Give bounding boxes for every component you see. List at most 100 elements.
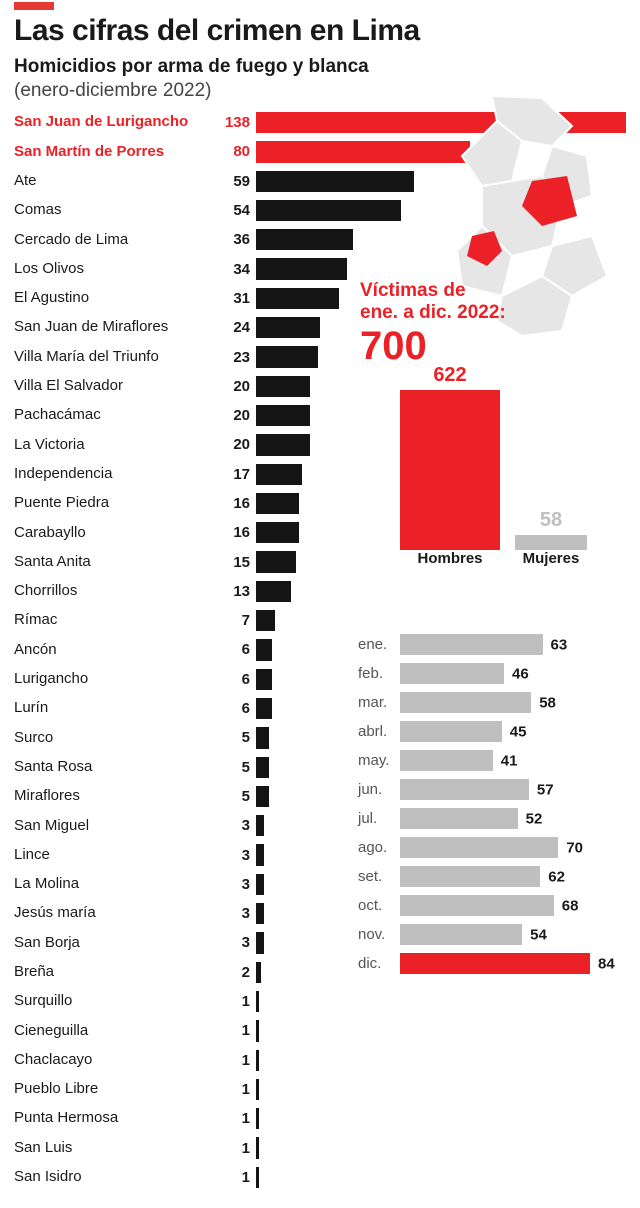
month-value: 45 [510,723,527,740]
month-label: feb. [358,665,400,682]
district-bar [256,1167,259,1188]
district-value: 16 [220,495,256,512]
district-row: Punta Hermosa1 [14,1104,624,1133]
month-value: 58 [539,694,556,711]
district-bar [256,1020,259,1041]
month-bar-area: 58 [400,688,626,717]
gender-bar-chart: 62258 HombresMujeres [390,390,610,590]
month-label: ago. [358,839,400,856]
district-bar [256,932,264,953]
month-label: nov. [358,926,400,943]
month-value: 62 [548,868,565,885]
month-bar-area: 54 [400,920,626,949]
gender-value: 58 [515,509,587,532]
page-title: Las cifras del crimen en Lima [14,14,420,48]
district-value: 1 [220,1052,256,1069]
district-bar [256,1137,259,1158]
month-bar-area: 63 [400,630,626,659]
district-value: 1 [220,1140,256,1157]
district-bar-area [256,1046,624,1075]
month-bar-area: 41 [400,746,626,775]
district-value: 13 [220,583,256,600]
district-bar [256,258,347,279]
district-value: 6 [220,700,256,717]
district-row: Surquillo1 [14,987,624,1016]
district-bar-area [256,1075,624,1104]
district-value: 138 [220,114,256,131]
month-label: dic. [358,955,400,972]
month-value: 57 [537,781,554,798]
month-label: jul. [358,810,400,827]
month-value: 52 [526,810,543,827]
district-label: Villa María del Triunfo [14,349,220,366]
chart-period: (enero-diciembre 2022) [14,80,212,102]
district-bar [256,522,299,543]
month-row: dic.84 [358,949,626,978]
district-value: 31 [220,290,256,307]
district-bar-area [256,1016,624,1045]
month-bar-area: 52 [400,804,626,833]
chart-subtitle: Homicidios por arma de fuego y blanca [14,56,369,78]
district-bar-area [256,1104,624,1133]
district-label: Carabayllo [14,525,220,542]
month-value: 46 [512,665,529,682]
district-value: 20 [220,407,256,424]
district-row: San Isidro1 [14,1163,624,1192]
district-label: San Borja [14,935,220,952]
district-value: 5 [220,759,256,776]
month-bar [400,895,554,916]
district-bar [256,669,272,690]
month-bar [400,750,493,771]
victims-title: Víctimas de ene. a dic. 2022: [360,280,620,324]
month-bar-area: 62 [400,862,626,891]
district-bar-area [256,1163,624,1192]
district-label: San Luis [14,1140,220,1157]
district-bar [256,551,296,572]
district-label: El Agustino [14,290,220,307]
month-bar-area: 57 [400,775,626,804]
district-label: Chorrillos [14,583,220,600]
month-row: mar.58 [358,688,626,717]
district-bar [256,317,320,338]
district-value: 3 [220,905,256,922]
district-value: 23 [220,349,256,366]
district-value: 59 [220,173,256,190]
district-bar [256,1108,259,1129]
district-label: Chaclacayo [14,1052,220,1069]
district-label: La Molina [14,876,220,893]
month-row: jun. 57 [358,775,626,804]
month-row: ago. 70 [358,833,626,862]
header-accent-bar [14,2,54,10]
victims-title-line2: ene. a dic. 2022: [360,302,506,323]
district-label: Surquillo [14,993,220,1010]
month-row: set.62 [358,862,626,891]
district-bar [256,288,339,309]
district-label: San Isidro [14,1169,220,1186]
district-label: Ancón [14,642,220,659]
district-value: 1 [220,1022,256,1039]
month-bar [400,721,502,742]
district-label: Pachacámac [14,407,220,424]
month-bar [400,953,590,974]
district-bar [256,639,272,660]
district-label: San Martín de Porres [14,144,220,161]
district-label: Cercado de Lima [14,232,220,249]
month-label: jun. [358,781,400,798]
district-bar [256,815,264,836]
district-value: 3 [220,847,256,864]
district-label: Surco [14,730,220,747]
district-value: 3 [220,876,256,893]
district-bar [256,434,310,455]
month-value: 70 [566,839,583,856]
district-label: San Juan de Miraflores [14,319,220,336]
month-value: 41 [501,752,518,769]
month-bar [400,808,518,829]
monthly-bar-chart: ene.63feb.46mar.58abrl.45may.41jun.57jul… [358,630,626,978]
district-label: Rímac [14,612,220,629]
month-row: feb. 46 [358,659,626,688]
gender-bar: 622 [400,390,500,550]
month-value: 54 [530,926,547,943]
month-bar [400,924,522,945]
month-bar [400,866,540,887]
district-value: 3 [220,934,256,951]
